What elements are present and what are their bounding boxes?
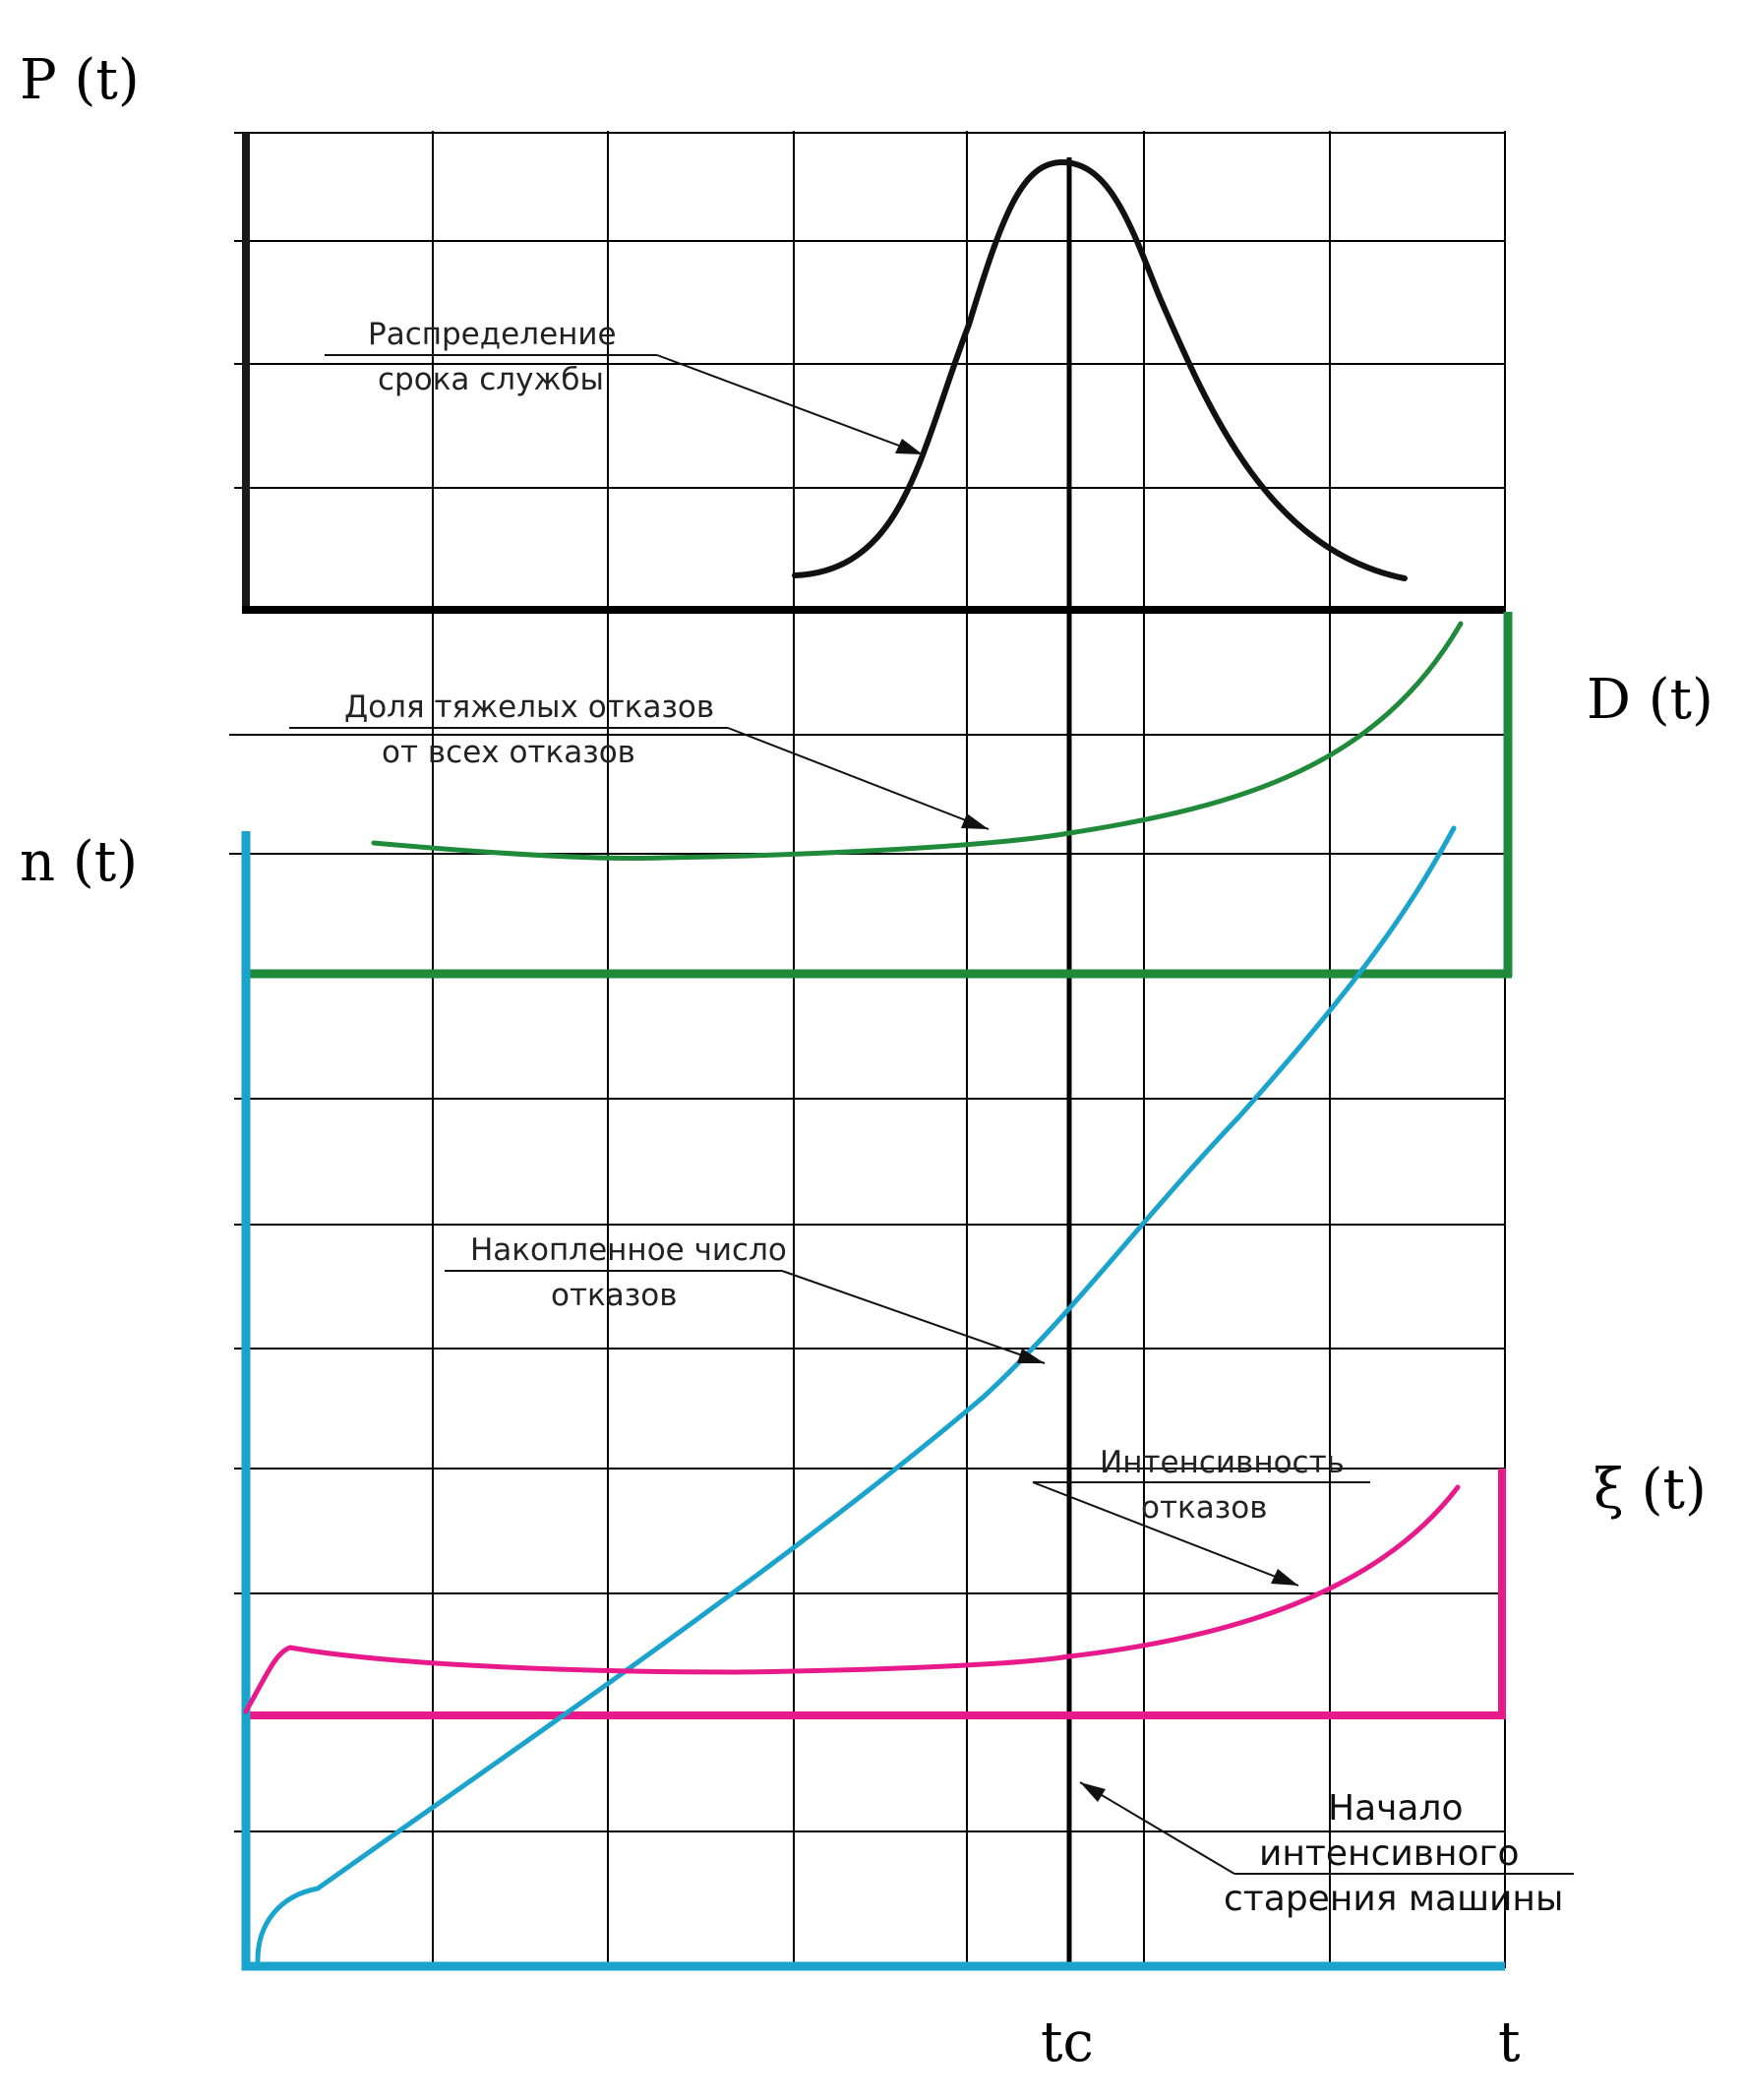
heavy-failures-share-curve xyxy=(371,621,1464,862)
cumulative-leader xyxy=(781,1270,1046,1364)
heavy-arrowhead xyxy=(961,813,989,829)
intensity-leader xyxy=(1032,1481,1299,1587)
aging-annotation-line2: интенсивного xyxy=(1259,1833,1520,1874)
aging-leader xyxy=(1079,1781,1235,1875)
annotation-leaders xyxy=(289,354,1574,1875)
annotation-arrowheads xyxy=(895,439,1298,1802)
p-axis-label: P (t) xyxy=(20,48,140,112)
aging-annotation-line3: старения машины xyxy=(1224,1879,1563,1919)
failure-intensity-curve xyxy=(243,1484,1461,1714)
d-axis-label: D (t) xyxy=(1587,668,1713,732)
lifetime-annotation-line2: срока службы xyxy=(378,362,604,397)
heavy-failures-annotation-line1: Доля тяжелых отказов xyxy=(344,690,714,725)
cumulative-failures-curve xyxy=(255,825,1457,1963)
intensity-annotation-line2: отказов xyxy=(1141,1490,1267,1526)
cumulative-arrowhead xyxy=(1017,1349,1045,1363)
cumulative-annotation-line2: отказов xyxy=(551,1278,677,1313)
tc-label: tc xyxy=(1041,2010,1094,2074)
lifetime-distribution-curve xyxy=(792,158,1408,581)
n-axis-label: n (t) xyxy=(20,830,138,894)
aging-annotation-line1: Начало xyxy=(1328,1788,1464,1829)
aging-arrowhead xyxy=(1080,1782,1106,1802)
xi-axis-label: ξ (t) xyxy=(1593,1458,1707,1522)
intensity-arrowhead xyxy=(1271,1569,1298,1586)
heavy-leader xyxy=(727,727,990,830)
lifetime-leader xyxy=(656,354,924,455)
grid xyxy=(229,131,1506,1968)
cumulative-annotation-line1: Накопленное число xyxy=(470,1232,787,1268)
x-axis-label: t xyxy=(1498,2010,1521,2074)
intensity-annotation-line1: Интенсивность xyxy=(1100,1445,1345,1480)
lifetime-annotation-line1: Распределение xyxy=(368,317,617,352)
lifetime-arrowhead xyxy=(895,439,923,454)
heavy-failures-annotation-line2: от всех отказов xyxy=(382,735,635,770)
